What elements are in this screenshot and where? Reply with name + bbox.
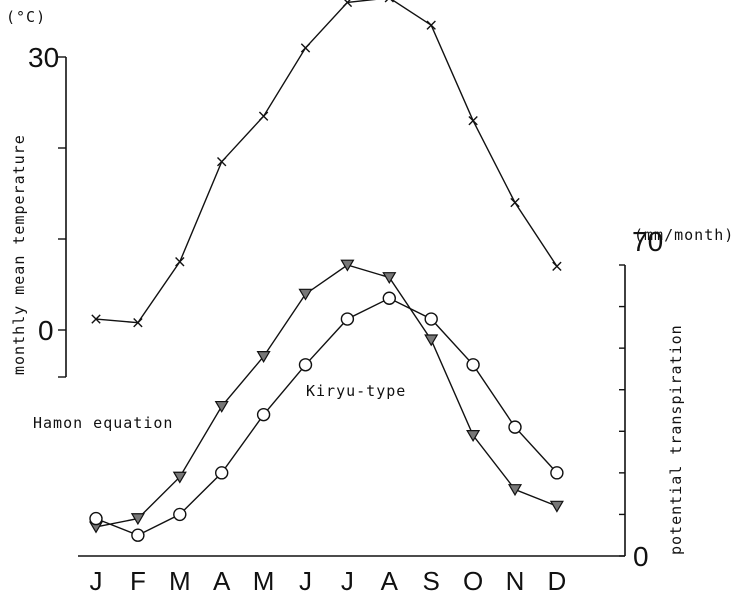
marker-x-point (384, 0, 394, 3)
marker-x-point (468, 116, 478, 126)
right-tick-top: 70 (632, 226, 663, 257)
month-label: A (213, 566, 231, 596)
marker-circle-point (508, 420, 522, 434)
series-line-triangle (95, 264, 558, 528)
marker-circle-point (256, 407, 271, 422)
series-layer (88, 0, 564, 542)
marker-circle-point (466, 358, 480, 372)
marker-circle-point (424, 312, 438, 326)
marker-x-point (342, 0, 353, 8)
annotation-hamon: Hamon equation (33, 414, 173, 432)
marker-x-point (91, 314, 101, 324)
month-label: N (506, 566, 525, 596)
month-label: J (90, 566, 103, 596)
left-tick-top: 30 (28, 42, 59, 73)
marker-circle-point (173, 507, 187, 522)
month-label: D (548, 566, 567, 596)
marker-x-point (552, 261, 562, 271)
month-label: M (169, 566, 191, 596)
marker-x-point (510, 197, 520, 208)
marker-circle-point (298, 358, 313, 372)
marker-triangle-point (507, 484, 523, 497)
month-label: F (130, 566, 146, 596)
month-label: S (423, 566, 440, 596)
left-axis-label: monthly mean temperature (10, 134, 28, 375)
left-tick-zero: 0 (38, 315, 54, 346)
month-label: M (253, 566, 275, 596)
marker-circle-point (550, 466, 564, 480)
marker-circle-point (382, 291, 396, 305)
right-axis-label: potential transpiration (667, 324, 685, 555)
marker-triangle-point (172, 471, 187, 484)
marker-x-point (133, 318, 143, 328)
annotation-kiryu: Kiryu-type (306, 382, 406, 400)
marker-x-point (300, 43, 311, 53)
right-tick-zero: 0 (633, 541, 649, 572)
marker-circle-point (340, 312, 355, 326)
axis-ticks (58, 56, 625, 557)
right-axis-unit: (mm/month) (634, 226, 734, 244)
marker-triangle-point (214, 400, 229, 413)
month-label: A (381, 566, 399, 596)
series-line-x (95, 0, 558, 324)
marker-triangle-point (340, 259, 355, 272)
marker-x-point (426, 20, 436, 30)
marker-triangle-point (382, 272, 397, 285)
marker-circle-point (89, 511, 103, 526)
month-label: J (299, 566, 312, 596)
marker-triangle-point (298, 288, 313, 301)
marker-circle-point (214, 466, 229, 480)
marker-triangle-point (130, 513, 145, 526)
marker-circle-point (131, 528, 145, 542)
marker-triangle-point (466, 430, 481, 443)
marker-triangle-point (549, 500, 564, 513)
series-line-circle (95, 297, 558, 536)
marker-x-point (258, 111, 269, 121)
marker-triangle-point (256, 351, 271, 364)
marker-triangle-point (424, 334, 439, 347)
month-label: O (463, 566, 483, 596)
left-axis-unit: (°C) (6, 8, 46, 26)
marker-x-point (217, 156, 227, 167)
marker-x-point (175, 257, 185, 267)
month-label: J (341, 566, 354, 596)
